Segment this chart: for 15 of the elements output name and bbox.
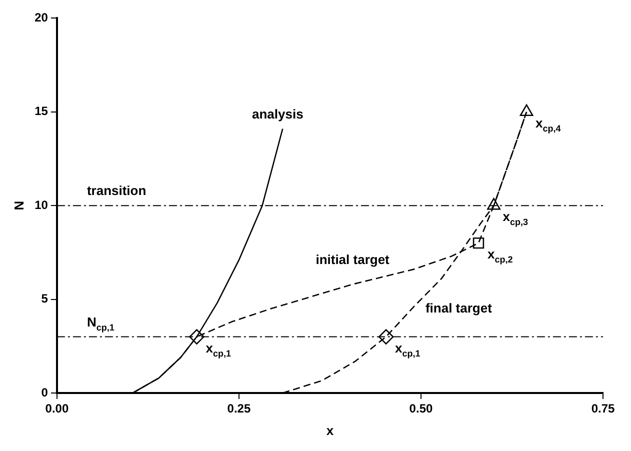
series-label: final target bbox=[425, 300, 493, 316]
y-axis-title: N bbox=[11, 200, 26, 210]
x-tick-label: 0.50 bbox=[409, 402, 433, 416]
x-axis-title: x bbox=[326, 422, 334, 438]
y-tick-label: 10 bbox=[34, 198, 48, 212]
y-tick-label: 0 bbox=[41, 385, 48, 400]
y-tick-label: 15 bbox=[34, 104, 48, 118]
x-tick-label: 0.25 bbox=[227, 402, 251, 416]
y-tick-label: 20 bbox=[34, 10, 48, 25]
series-label: initial target bbox=[316, 252, 390, 267]
y-tick-label: 5 bbox=[41, 292, 48, 306]
x-tick-label: 0.75 bbox=[591, 402, 615, 416]
series-label: analysis bbox=[252, 106, 304, 122]
ref-line-label: transition bbox=[86, 183, 146, 198]
x-tick-label: 0.00 bbox=[45, 402, 69, 416]
